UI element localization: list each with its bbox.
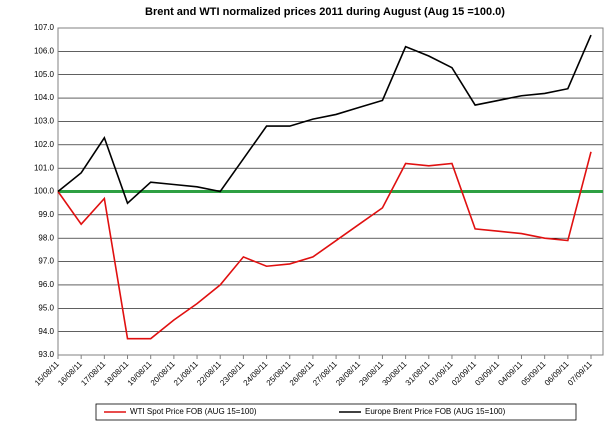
legend-label: WTI Spot Price FOB (AUG 15=100) bbox=[130, 407, 257, 416]
y-tick-label: 93.0 bbox=[38, 350, 54, 359]
y-tick-label: 105.0 bbox=[34, 70, 55, 79]
y-tick-label: 97.0 bbox=[38, 257, 54, 266]
y-tick-label: 96.0 bbox=[38, 280, 54, 289]
y-tick-label: 101.0 bbox=[34, 163, 55, 172]
y-tick-label: 107.0 bbox=[34, 23, 55, 32]
x-tick-label: 07/09/11 bbox=[566, 359, 594, 387]
y-tick-label: 103.0 bbox=[34, 117, 55, 126]
y-tick-label: 100.0 bbox=[34, 187, 55, 196]
chart-title: Brent and WTI normalized prices 2011 dur… bbox=[145, 6, 505, 18]
series-line bbox=[57, 34, 592, 205]
y-tick-label: 95.0 bbox=[38, 303, 54, 312]
y-tick-label: 102.0 bbox=[34, 140, 55, 149]
y-tick-label: 106.0 bbox=[34, 46, 55, 55]
y-tick-label: 104.0 bbox=[34, 93, 55, 102]
legend-label: Europe Brent Price FOB (AUG 15=100) bbox=[365, 407, 506, 416]
legend-box bbox=[95, 403, 577, 421]
y-tick-label: 98.0 bbox=[38, 233, 54, 242]
y-tick-label: 99.0 bbox=[38, 210, 54, 219]
series-line bbox=[57, 151, 592, 340]
y-tick-label: 94.0 bbox=[38, 327, 54, 336]
